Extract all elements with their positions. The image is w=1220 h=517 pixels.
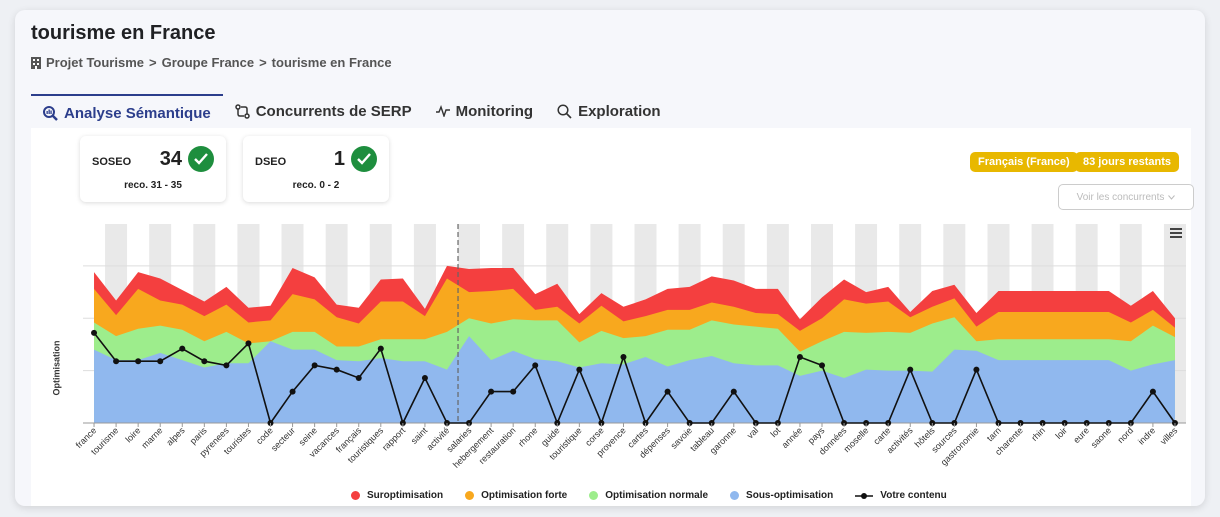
button-label: Voir les concurrents: [1076, 191, 1165, 203]
x-tick-label: marne: [140, 425, 165, 450]
score-label: DSEO: [255, 156, 287, 168]
x-tick-label: rhin: [1029, 425, 1047, 443]
point-votre-contenu: [201, 358, 208, 365]
x-tick-label: villes: [1158, 425, 1180, 447]
point-votre-contenu: [179, 345, 186, 352]
x-tick-label: tarn: [985, 425, 1003, 443]
point-votre-contenu: [311, 362, 318, 369]
chevron-down-icon: [1168, 194, 1176, 200]
tab-label: Concurrents de SERP: [255, 102, 412, 120]
point-votre-contenu: [113, 358, 120, 365]
days-remaining-badge: 83 jours restants: [1075, 152, 1180, 172]
x-tick-label: lot: [769, 425, 783, 439]
x-tick-label: rhone: [516, 425, 539, 448]
tab-label: Analyse Sémantique: [64, 104, 211, 122]
point-votre-contenu: [730, 388, 737, 395]
score-card-dseo: DSEO 1 reco. 0 - 2: [243, 136, 389, 202]
search-icon: [557, 103, 572, 119]
legend-item-optimisation-forte[interactable]: Optimisation forte: [465, 490, 567, 501]
x-tick-label: val: [745, 425, 760, 440]
legend-item-suroptimisation[interactable]: Suroptimisation: [351, 490, 443, 501]
area-sous-optimisation: [94, 336, 1175, 423]
pulse-icon: [435, 105, 450, 117]
point-votre-contenu: [223, 362, 230, 369]
x-tick-label: alpes: [164, 425, 187, 448]
point-votre-contenu: [245, 340, 252, 347]
analysis-panel: SOSEO 34 reco. 31 - 35 DSEO 1 reco. 0 - …: [31, 128, 1194, 506]
line-votre-contenu: [93, 332, 1176, 426]
see-competitors-button[interactable]: Voir les concurrents: [1058, 184, 1194, 210]
point-votre-contenu: [91, 329, 98, 336]
score-label: SOSEO: [92, 156, 132, 168]
point-votre-contenu: [796, 354, 803, 361]
point-votre-contenu: [907, 366, 914, 373]
tab-exploration[interactable]: Exploration: [545, 94, 673, 128]
point-votre-contenu: [289, 388, 296, 395]
point-votre-contenu: [333, 366, 340, 373]
point-votre-contenu: [135, 358, 142, 365]
point-votre-contenu: [576, 366, 583, 373]
point-votre-contenu: [1149, 388, 1156, 395]
score-value: 34: [159, 148, 182, 170]
point-votre-contenu: [532, 362, 539, 369]
language-badge: Français (France): [970, 152, 1078, 172]
chart-legend: Suroptimisation Optimisation forte Optim…: [351, 490, 947, 501]
magnifier-chart-icon: [43, 105, 58, 121]
point-votre-contenu: [488, 388, 495, 395]
tab-analyse-semantique[interactable]: Analyse Sémantique: [31, 94, 223, 130]
breadcrumb-current[interactable]: tourisme en France: [271, 55, 392, 70]
x-tick-label: rapport: [380, 425, 408, 453]
score-reco: reco. 0 - 2: [292, 180, 340, 191]
x-tick-label: moselle: [842, 425, 871, 454]
compare-arrows-icon: [234, 103, 250, 119]
main-card: tourisme en France Projet Tourisme > Gro…: [15, 10, 1205, 506]
x-tick-label: indre: [1136, 425, 1157, 446]
point-votre-contenu: [973, 366, 980, 373]
tab-label: Monitoring: [455, 102, 534, 120]
check-icon: [188, 146, 214, 172]
x-tick-label: année: [780, 425, 805, 450]
tab-label: Exploration: [578, 102, 661, 120]
breadcrumb-group[interactable]: Groupe France: [161, 55, 255, 70]
chart-menu-icon[interactable]: [1169, 226, 1183, 240]
legend-item-optimisation-normale[interactable]: Optimisation normale: [589, 490, 708, 501]
tab-bar: Analyse Sémantique Concurrents de SERP M…: [31, 94, 673, 130]
point-votre-contenu: [819, 362, 826, 369]
point-votre-contenu: [664, 388, 671, 395]
x-tick-label: secteur: [269, 425, 297, 453]
point-votre-contenu: [620, 354, 627, 361]
point-votre-contenu: [421, 374, 428, 381]
x-tick-label: loir: [1054, 425, 1070, 441]
breadcrumb-separator: >: [149, 55, 157, 70]
building-icon: [31, 56, 41, 69]
score-reco: reco. 31 - 35: [124, 180, 182, 191]
check-icon: [351, 146, 377, 172]
breadcrumb-separator: >: [259, 55, 267, 70]
breadcrumb: Projet Tourisme > Groupe France > touris…: [31, 55, 392, 70]
y-axis-label: Optimisation: [51, 340, 62, 396]
breadcrumb-project[interactable]: Projet Tourisme: [46, 55, 145, 70]
point-votre-contenu: [377, 345, 384, 352]
score-card-soseo: SOSEO 34 reco. 31 - 35: [80, 136, 226, 202]
tab-monitoring[interactable]: Monitoring: [424, 94, 545, 128]
page-title: tourisme en France: [31, 22, 216, 44]
point-votre-contenu: [157, 358, 164, 365]
score-value: 1: [333, 148, 345, 170]
point-votre-contenu: [510, 388, 517, 395]
tab-concurrents-serp[interactable]: Concurrents de SERP: [223, 94, 424, 128]
point-votre-contenu: [355, 374, 362, 381]
x-tick-label: loire: [123, 425, 142, 444]
x-tick-label: saone: [1089, 425, 1113, 449]
legend-item-sous-optimisation[interactable]: Sous-optimisation: [730, 490, 833, 501]
x-tick-label: nord: [1115, 425, 1135, 445]
legend-item-votre-contenu[interactable]: Votre contenu: [855, 490, 947, 501]
